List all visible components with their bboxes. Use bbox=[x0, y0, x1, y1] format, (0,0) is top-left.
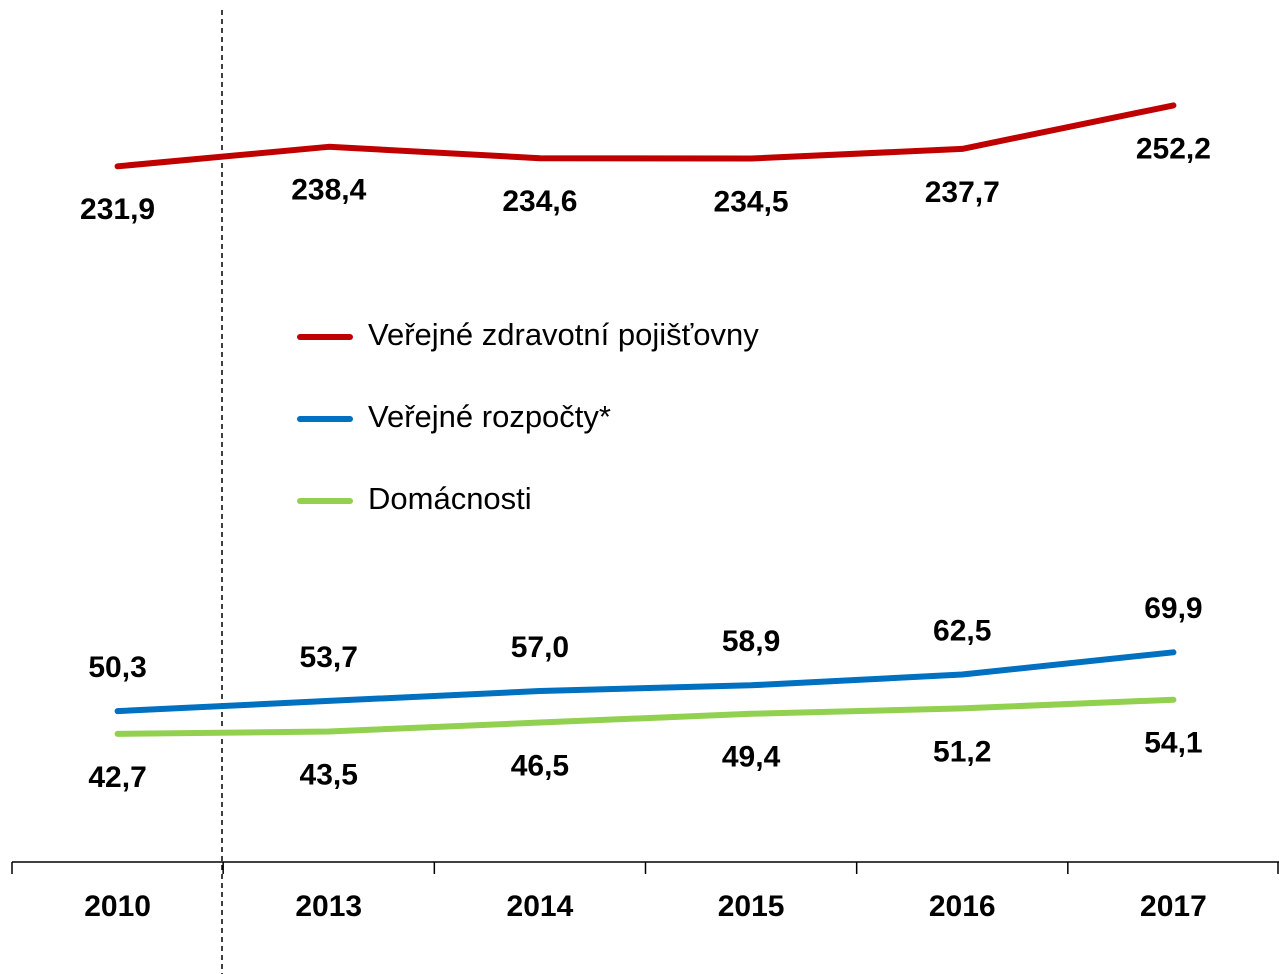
x-tick-label: 2010 bbox=[84, 890, 151, 923]
legend-label: Veřejné rozpočty* bbox=[368, 399, 611, 434]
data-label: 234,6 bbox=[502, 185, 577, 218]
x-tick-label: 2014 bbox=[507, 890, 574, 923]
x-tick-label: 2015 bbox=[718, 890, 785, 923]
data-label: 43,5 bbox=[300, 758, 358, 791]
x-tick-label: 2013 bbox=[295, 890, 362, 923]
data-label: 234,5 bbox=[714, 185, 789, 218]
data-label: 50,3 bbox=[88, 651, 146, 684]
data-label: 238,4 bbox=[291, 174, 366, 207]
series-line bbox=[114, 696, 1177, 737]
data-label: 46,5 bbox=[511, 749, 569, 782]
series-line bbox=[114, 649, 1177, 715]
legend-label: Domácnosti bbox=[368, 481, 532, 516]
series-line bbox=[114, 102, 1177, 170]
data-label: 69,9 bbox=[1144, 592, 1202, 625]
legend-label: Veřejné zdravotní pojišťovny bbox=[368, 317, 759, 352]
data-label: 57,0 bbox=[511, 631, 569, 664]
x-tick-label: 2016 bbox=[929, 890, 996, 923]
data-label: 58,9 bbox=[722, 625, 780, 658]
x-tick-label: 2017 bbox=[1140, 890, 1207, 923]
data-label: 231,9 bbox=[80, 193, 155, 226]
data-label: 53,7 bbox=[300, 641, 358, 674]
data-label: 252,2 bbox=[1136, 132, 1211, 165]
data-label: 49,4 bbox=[722, 741, 781, 774]
data-label: 237,7 bbox=[925, 176, 1000, 209]
data-label: 51,2 bbox=[933, 735, 991, 768]
data-label: 42,7 bbox=[88, 761, 146, 794]
data-label: 54,1 bbox=[1144, 727, 1202, 760]
data-label: 62,5 bbox=[933, 614, 991, 647]
